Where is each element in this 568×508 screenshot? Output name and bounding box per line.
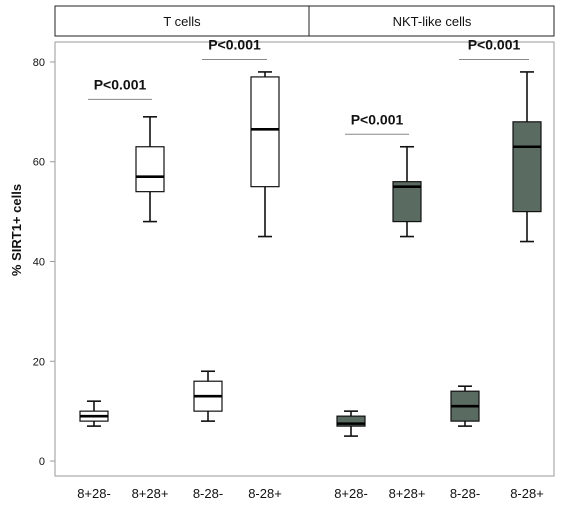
box-8 [512,71,542,243]
plot-area [54,41,555,477]
panel-header-nkt-cells [308,5,555,37]
box-6 [392,145,422,238]
p-value-label: P<0.001 [468,36,521,52]
p-value-annotation: P<0.001 [345,111,409,135]
box-iqr [250,76,280,188]
y-tick-label: 0 [39,456,45,468]
x-axis-labels: 8+28- 8+28+ 8-28- 8-28+ 8+28- 8+28+ 8-28- 8-28+ [77,486,544,501]
x-tick-label: 8-28- [450,486,480,501]
y-tick-label: 60 [33,157,45,169]
x-tick-label: 8+28- [334,486,368,501]
p-value-label: P<0.001 [351,111,404,127]
box-3 [193,370,223,422]
significance-annotations: P<0.001 P<0.001 P<0.001 P<0.001 [88,36,529,135]
box-1 [79,400,109,427]
y-axis-ticks: 0 20 40 60 80 [33,57,55,468]
x-tick-label: 8+28+ [132,486,169,501]
box-2 [135,116,165,223]
y-tick-label: 80 [33,57,45,69]
box-iqr [392,181,422,223]
x-tick-label: 8+28- [77,486,111,501]
boxes [79,71,542,437]
box-iqr [135,146,165,193]
box-5 [336,410,366,437]
p-value-label: P<0.001 [208,36,261,52]
y-axis-label: % SIRT1+ cells [9,184,24,276]
x-tick-label: 8+28+ [389,486,426,501]
box-iqr [336,415,366,427]
p-value-annotation: P<0.001 [202,36,267,60]
x-tick-label: 8-28+ [510,486,544,501]
box-4 [250,71,280,238]
y-tick-label: 20 [33,356,45,368]
y-tick-label: 40 [33,256,45,268]
panel-label-t-cells: T cells [163,14,201,29]
x-tick-label: 8-28+ [248,486,282,501]
box-7 [450,385,480,427]
panel-header: T cells NKT-like cells [54,5,555,37]
p-value-label: P<0.001 [94,76,147,92]
panel-label-nkt-cells: NKT-like cells [393,14,472,29]
box-iqr [512,121,542,213]
panel-header-t-cells [54,5,310,37]
x-tick-label: 8-28- [193,486,223,501]
p-value-annotation: P<0.001 [88,76,152,100]
p-value-annotation: P<0.001 [459,36,529,60]
